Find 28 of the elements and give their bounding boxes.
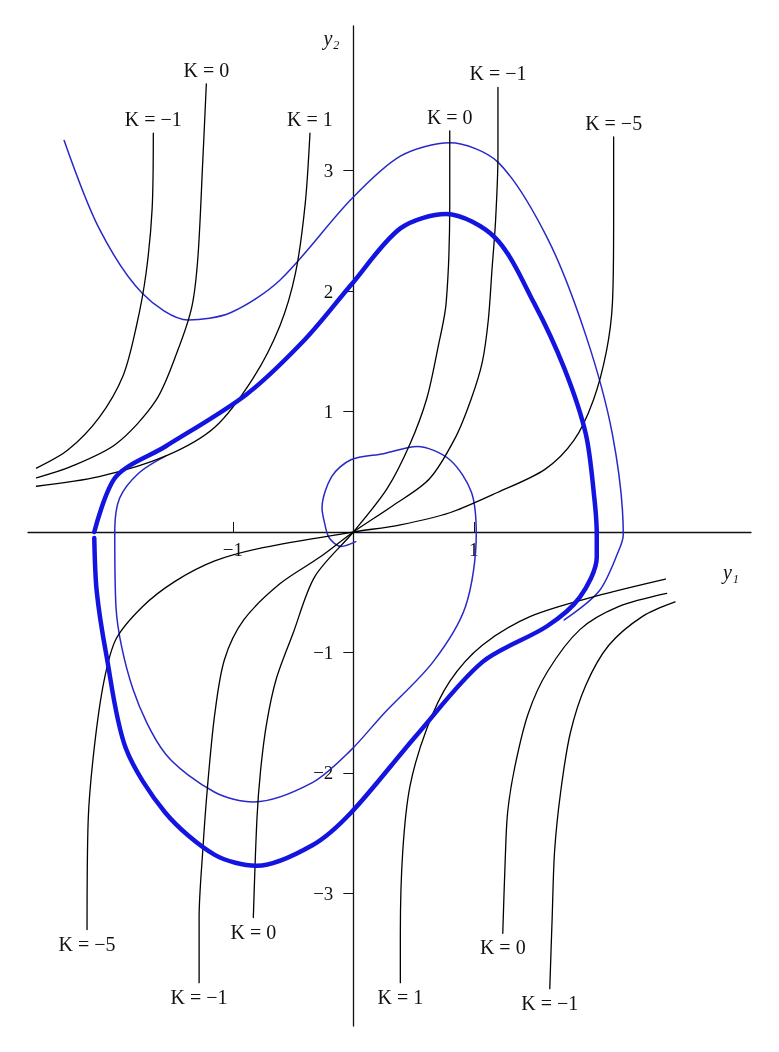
series-label: K = −1 xyxy=(170,985,228,1008)
y-tick-label: 3 xyxy=(323,160,334,182)
line-series xyxy=(35,132,154,469)
series-label: K = 1 xyxy=(377,985,424,1008)
series-label: K = −1 xyxy=(521,991,579,1014)
line-series xyxy=(63,139,625,621)
series-label: K = 0 xyxy=(183,58,230,81)
line-series xyxy=(114,445,478,803)
line-series xyxy=(92,211,600,869)
line-series xyxy=(549,601,676,990)
y-tick-label: 2 xyxy=(323,280,334,302)
y-tick-label: −3 xyxy=(313,882,334,904)
line-series xyxy=(35,83,207,479)
series-label: K = −1 xyxy=(124,108,182,131)
series-label: K = −5 xyxy=(585,111,643,134)
line-series xyxy=(399,578,667,984)
y-tick-label: 1 xyxy=(323,401,334,423)
series-label: K = 0 xyxy=(426,105,473,128)
series-label: K = 0 xyxy=(479,936,526,959)
line-series xyxy=(502,592,668,934)
text: K = 0 xyxy=(230,920,277,943)
x-axis-title: y₁ xyxy=(721,561,739,585)
text: K = −5 xyxy=(58,932,116,955)
text: K = −1 xyxy=(469,62,527,85)
line-series xyxy=(35,132,311,487)
y-axis-title: y₂ xyxy=(321,27,340,50)
series-label: K = 1 xyxy=(287,108,333,131)
y-tick-label: −1 xyxy=(313,642,334,664)
